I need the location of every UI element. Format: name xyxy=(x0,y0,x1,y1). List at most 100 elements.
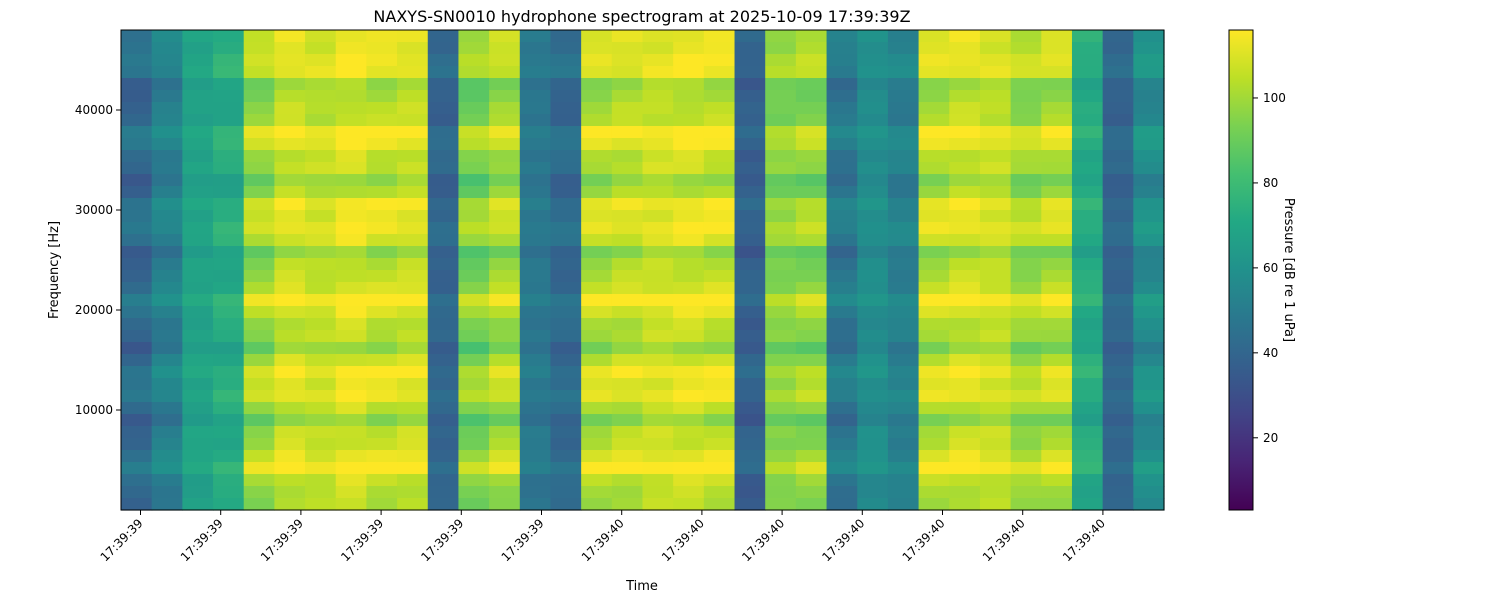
heatmap-cell xyxy=(765,498,797,511)
heatmap-cell xyxy=(335,186,368,199)
heatmap-cell xyxy=(550,174,582,187)
heatmap-cell xyxy=(121,258,153,271)
heatmap-cell xyxy=(1041,210,1073,223)
heatmap-cell xyxy=(305,306,337,319)
heatmap-cell xyxy=(734,162,766,175)
heatmap-cell xyxy=(397,354,429,367)
heatmap-cell xyxy=(213,378,245,391)
heatmap-cell xyxy=(274,150,306,163)
heatmap-cell xyxy=(581,378,613,391)
heatmap-cell xyxy=(703,174,736,187)
heatmap-cell xyxy=(642,354,674,367)
heatmap-cell xyxy=(918,162,950,175)
colorbar-ticks: 20 40 60 80 100 xyxy=(1253,91,1286,445)
heatmap-cell xyxy=(213,366,245,379)
heatmap-cell xyxy=(489,354,521,367)
heatmap-cell xyxy=(427,354,460,367)
x-tick-label: 17:39:39 xyxy=(499,516,547,564)
heatmap-cell xyxy=(673,486,705,499)
heatmap-cell xyxy=(335,306,368,319)
heatmap-cell xyxy=(795,318,828,331)
heatmap-cell xyxy=(826,54,858,67)
heatmap-cell xyxy=(519,462,552,475)
heatmap-cell xyxy=(1133,30,1165,43)
heatmap-cell xyxy=(826,366,858,379)
heatmap-cell xyxy=(243,258,275,271)
heatmap-cell xyxy=(1041,402,1073,415)
heatmap-cell xyxy=(427,78,460,91)
heatmap-cell xyxy=(213,402,245,415)
heatmap-cell xyxy=(673,210,705,223)
heatmap-cell xyxy=(642,450,674,463)
heatmap-cell xyxy=(918,402,950,415)
heatmap-cell xyxy=(918,426,950,439)
heatmap-cell xyxy=(581,162,613,175)
heatmap-cell xyxy=(1102,450,1134,463)
heatmap-cell xyxy=(519,126,552,139)
heatmap-cell xyxy=(243,342,275,355)
heatmap-cell xyxy=(243,498,275,511)
heatmap-cell xyxy=(182,414,214,427)
spectrogram-heatmap xyxy=(121,30,1165,511)
heatmap-cell xyxy=(335,414,368,427)
heatmap-cell xyxy=(887,42,920,55)
heatmap-cell xyxy=(458,162,490,175)
heatmap-cell xyxy=(397,234,429,247)
heatmap-cell xyxy=(550,402,582,415)
heatmap-cell xyxy=(427,222,460,235)
heatmap-cell xyxy=(1102,102,1134,115)
heatmap-cell xyxy=(703,30,736,43)
heatmap-cell xyxy=(274,126,306,139)
heatmap-cell xyxy=(1071,330,1104,343)
heatmap-cell xyxy=(1041,78,1073,91)
heatmap-cell xyxy=(673,450,705,463)
heatmap-cell xyxy=(151,186,183,199)
heatmap-cell xyxy=(1071,246,1104,259)
heatmap-cell xyxy=(213,66,245,79)
heatmap-cell xyxy=(918,378,950,391)
heatmap-cell xyxy=(673,78,705,91)
heatmap-cell xyxy=(857,306,889,319)
heatmap-cell xyxy=(151,282,183,295)
heatmap-cell xyxy=(642,282,674,295)
heatmap-cell xyxy=(826,306,858,319)
heatmap-cell xyxy=(335,450,368,463)
heatmap-cell xyxy=(182,210,214,223)
heatmap-cell xyxy=(581,102,613,115)
heatmap-cell xyxy=(274,486,306,499)
heatmap-cell xyxy=(366,450,398,463)
heatmap-cell xyxy=(397,198,429,211)
heatmap-cell xyxy=(765,222,797,235)
heatmap-cell xyxy=(979,198,1012,211)
heatmap-cell xyxy=(949,438,981,451)
heatmap-cell xyxy=(151,402,183,415)
heatmap-cell xyxy=(611,462,644,475)
heatmap-cell xyxy=(213,126,245,139)
heatmap-cell xyxy=(887,438,920,451)
heatmap-cell xyxy=(151,342,183,355)
heatmap-cell xyxy=(887,342,920,355)
heatmap-cell xyxy=(673,114,705,127)
heatmap-cell xyxy=(703,282,736,295)
heatmap-cell xyxy=(1010,390,1042,403)
heatmap-cell xyxy=(397,366,429,379)
heatmap-cell xyxy=(918,306,950,319)
heatmap-cell xyxy=(611,198,644,211)
heatmap-cell xyxy=(673,174,705,187)
heatmap-cell xyxy=(979,246,1012,259)
heatmap-cell xyxy=(550,342,582,355)
heatmap-cell xyxy=(121,270,153,283)
heatmap-cell xyxy=(458,42,490,55)
heatmap-cell xyxy=(550,426,582,439)
heatmap-cell xyxy=(795,414,828,427)
heatmap-cell xyxy=(427,186,460,199)
heatmap-cell xyxy=(243,354,275,367)
heatmap-cell xyxy=(1133,294,1165,307)
heatmap-cell xyxy=(182,378,214,391)
heatmap-cell xyxy=(366,390,398,403)
heatmap-cell xyxy=(213,426,245,439)
heatmap-cell xyxy=(979,414,1012,427)
heatmap-cell xyxy=(519,90,552,103)
heatmap-cell xyxy=(581,474,613,487)
heatmap-cell xyxy=(1071,498,1104,511)
